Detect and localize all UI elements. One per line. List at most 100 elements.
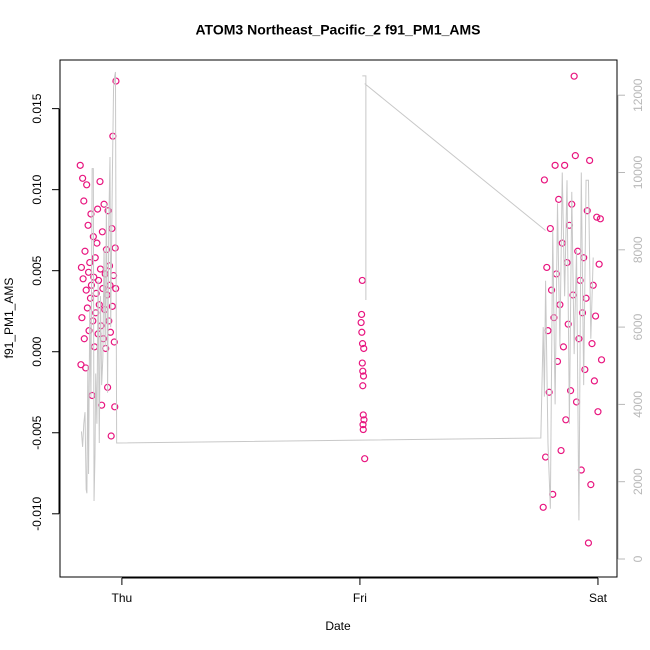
data-point <box>91 254 99 262</box>
data-point <box>570 72 578 80</box>
data-point <box>357 310 366 319</box>
data-point <box>543 263 551 272</box>
data-point <box>85 327 93 335</box>
data-point <box>581 365 589 374</box>
data-point <box>561 161 569 169</box>
data-point <box>590 377 598 385</box>
y-tick-label: -0.005 <box>30 415 44 449</box>
data-point <box>77 263 86 272</box>
y-tick-label: 0.000 <box>30 336 44 366</box>
data-point <box>582 294 590 302</box>
data-point <box>574 247 582 255</box>
x-tick-label: Thu <box>112 591 133 605</box>
data-point <box>96 265 105 273</box>
data-point <box>86 258 94 267</box>
data-point <box>89 317 97 325</box>
plot-frame <box>59 59 618 578</box>
data-point <box>98 228 106 236</box>
y2-tick-label: 0 <box>631 555 645 562</box>
data-point <box>86 294 95 302</box>
data-point <box>594 408 602 416</box>
y2-tick-label: 12000 <box>631 78 645 112</box>
data-point <box>558 239 566 247</box>
data-point <box>360 416 368 424</box>
data-point <box>562 416 570 424</box>
y-tick-label: -0.010 <box>30 496 44 530</box>
y-axis-label: f91_PM1_AMS <box>2 278 16 359</box>
data-point <box>358 328 366 336</box>
x-axis-label: Date <box>325 619 351 633</box>
data-point <box>82 364 90 372</box>
data-point <box>580 254 588 262</box>
data-point <box>551 161 559 169</box>
data-point <box>100 200 108 208</box>
data-point <box>111 244 119 252</box>
data-point <box>545 388 553 396</box>
data-point <box>359 372 368 380</box>
data-point <box>110 338 118 346</box>
data-point <box>93 239 101 247</box>
data-point <box>96 177 104 186</box>
y2-tick-label: 8000 <box>631 236 645 263</box>
data-point <box>81 247 89 255</box>
data-point <box>555 195 563 203</box>
data-point <box>83 181 91 189</box>
data-point <box>95 301 103 309</box>
data-point <box>361 455 369 463</box>
y2-tick-label: 2000 <box>631 468 645 495</box>
data-point <box>358 359 366 367</box>
data-point <box>539 503 547 511</box>
data-point <box>586 156 594 165</box>
y-tick-label: 0.005 <box>30 255 44 285</box>
data-point <box>76 161 84 169</box>
data-point <box>358 340 367 348</box>
data-point <box>359 421 367 429</box>
data-point <box>82 286 90 294</box>
data-point <box>540 176 548 184</box>
data-point <box>80 197 88 205</box>
y2-tick-label: 10000 <box>631 155 645 189</box>
data-point <box>596 215 604 223</box>
data-point <box>557 446 565 455</box>
y2-tick-label: 4000 <box>631 391 645 418</box>
data-point <box>583 207 591 215</box>
data-point <box>556 301 564 309</box>
data-point <box>84 221 92 229</box>
data-point <box>111 403 119 411</box>
chart-title: ATOM3 Northeast_Pacific_2 f91_PM1_AMS <box>195 22 480 38</box>
data-point <box>593 213 601 221</box>
data-point <box>584 539 593 547</box>
data-point <box>80 335 88 343</box>
data-point <box>359 382 367 390</box>
data-point <box>359 367 367 375</box>
data-point <box>589 281 597 289</box>
data-point <box>79 275 87 283</box>
data-point <box>83 304 91 312</box>
altitude-line <box>80 71 594 521</box>
data-point <box>107 432 115 440</box>
y-tick-label: 0.010 <box>30 174 44 204</box>
data-point <box>87 210 95 218</box>
data-point <box>588 340 596 348</box>
data-point <box>108 302 116 310</box>
data-point <box>360 344 368 353</box>
data-point <box>595 260 603 268</box>
data-point <box>94 205 102 213</box>
data-point <box>357 318 365 327</box>
data-point <box>77 361 85 369</box>
data-point <box>358 276 366 285</box>
data-point <box>591 312 600 320</box>
data-point <box>546 224 554 233</box>
data-point <box>541 453 550 461</box>
data-point <box>547 286 556 294</box>
data-point <box>566 387 575 395</box>
data-point <box>587 481 595 489</box>
data-point <box>559 343 568 351</box>
data-point <box>84 268 93 276</box>
data-point <box>571 152 579 160</box>
y-tick-label: 0.015 <box>30 93 44 123</box>
data-point <box>575 335 583 343</box>
x-tick-label: Fri <box>353 591 367 605</box>
data-point <box>359 411 367 419</box>
